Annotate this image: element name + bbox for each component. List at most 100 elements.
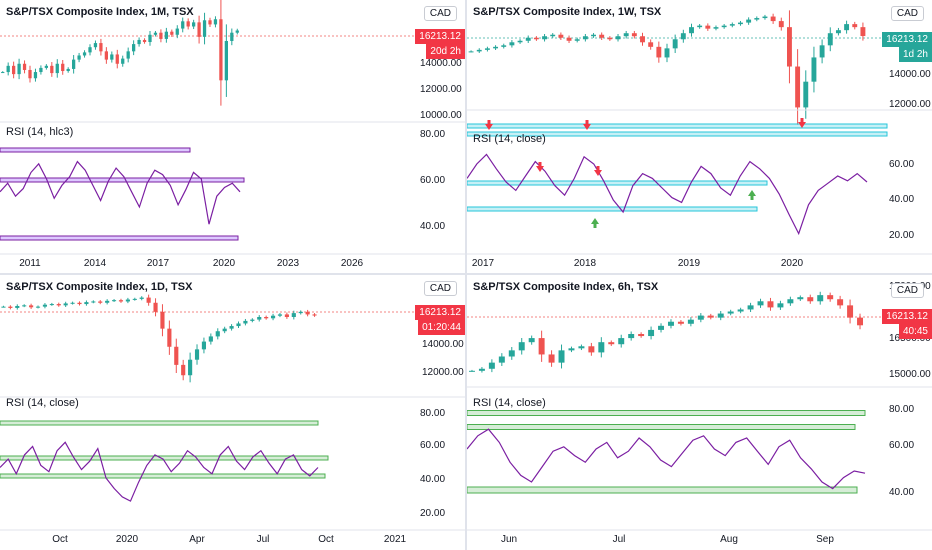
time-axis-tick: 2017	[472, 258, 495, 269]
candle-body	[153, 32, 158, 35]
rsi-axis-tick: 80.00	[889, 404, 914, 415]
candle-body	[167, 328, 172, 347]
candle-body	[727, 311, 734, 314]
currency-badge[interactable]: CAD	[423, 6, 457, 21]
candle-body	[132, 298, 137, 300]
candle-body	[852, 24, 858, 28]
candle-body	[558, 350, 565, 363]
candle-body	[468, 370, 475, 372]
candle-body	[819, 45, 825, 58]
candle-body	[77, 302, 82, 305]
chart-canvas-1m[interactable]: 14000.00 12000.00 10000.00 80.00 60.00 40.00 2…	[0, 0, 465, 273]
currency-badge[interactable]: CAD	[890, 283, 924, 298]
candle-body	[213, 19, 218, 25]
rsi-level-band	[467, 206, 758, 212]
candle-body	[202, 20, 207, 37]
price-axis-tick: 15000.00	[889, 369, 931, 380]
candle-body	[478, 368, 485, 371]
last-price-tag: 16213.12	[415, 29, 465, 44]
buy-arrow-icon	[591, 218, 599, 228]
countdown-tag: 20d 2h	[426, 44, 465, 59]
price-axis-tick: 14000.00	[889, 69, 931, 80]
candle-body	[42, 304, 48, 307]
time-axis-tick: 2011	[19, 258, 41, 269]
candle-body	[542, 36, 547, 40]
candle-body	[498, 356, 505, 363]
rsi-level-band	[467, 486, 858, 494]
candle-body	[574, 39, 580, 41]
candle-body	[598, 342, 605, 353]
chart-canvas-1d[interactable]: 14000.00 12000.00 80.00 60.00 40.00 20.00 Oct 2…	[0, 275, 465, 550]
candle-body	[568, 348, 575, 351]
currency-badge[interactable]: CAD	[423, 281, 457, 296]
candle-body	[28, 69, 32, 79]
rsi-line	[0, 160, 241, 225]
rsi-axis-tick: 40.00	[420, 221, 445, 232]
candle-body	[139, 297, 144, 299]
candle-body	[578, 346, 585, 349]
time-axis-tick: 2017	[147, 258, 170, 269]
candle-body	[118, 300, 124, 302]
candle-body	[186, 21, 190, 27]
currency-badge[interactable]: CAD	[890, 6, 924, 21]
candle-body	[55, 63, 59, 74]
chart-pane-1d[interactable]: 14000.00 12000.00 80.00 60.00 40.00 20.00 Oct 2…	[0, 275, 465, 550]
chart-pane-1m[interactable]: 14000.00 12000.00 10000.00 80.00 60.00 40.00 2…	[0, 0, 465, 273]
candle-body	[175, 28, 179, 35]
candle-body	[291, 313, 296, 317]
candle-body	[82, 52, 87, 56]
candle-body	[194, 349, 200, 360]
candle-body	[747, 305, 754, 310]
candle-body	[224, 40, 228, 81]
candle-body	[628, 334, 635, 339]
chart-pane-6h[interactable]: 17000.0016500.0015000.0080.0060.0040.00J…	[467, 275, 932, 550]
candle-body	[110, 54, 114, 60]
sell-arrow-icon	[485, 120, 493, 130]
rsi-axis-tick: 20.00	[889, 230, 914, 241]
candle-body	[230, 32, 234, 41]
candle-body	[677, 321, 684, 324]
candle-body	[105, 300, 110, 303]
candle-body	[49, 304, 54, 306]
candle-body	[1, 306, 6, 308]
candle-body	[236, 323, 241, 327]
candle-body	[648, 42, 654, 47]
candle-body	[132, 44, 136, 52]
candle-body	[558, 34, 564, 38]
rsi-line	[0, 441, 319, 502]
candle-body	[61, 63, 65, 72]
candle-body	[844, 24, 850, 31]
candle-body	[608, 342, 615, 345]
candle-body	[797, 297, 804, 300]
rsi-level-band	[467, 123, 888, 129]
time-axis-tick: Apr	[189, 534, 205, 545]
time-axis-tick: Jul	[613, 534, 626, 545]
candle-body	[39, 67, 43, 73]
rsi-axis-tick: 20.00	[420, 508, 445, 519]
candle-body	[160, 311, 165, 329]
candle-body	[528, 338, 535, 343]
sell-arrow-icon	[536, 162, 544, 172]
candle-body	[737, 309, 744, 312]
candle-body	[44, 65, 48, 68]
chart-pane-1w[interactable]: 16000.0014000.0012000.0060.0040.0020.002…	[467, 0, 932, 273]
candle-body	[501, 45, 507, 47]
candle-body	[12, 65, 16, 75]
rsi-axis-tick: 60.00	[889, 159, 914, 170]
candle-body	[476, 49, 482, 52]
candle-body	[70, 302, 75, 304]
candle-body	[640, 36, 645, 43]
candle-body	[795, 66, 801, 108]
candle-body	[164, 31, 168, 39]
candle-body	[277, 314, 283, 316]
candle-body	[33, 72, 38, 79]
candle-body	[767, 301, 774, 308]
candle-body	[243, 320, 248, 324]
rsi-title: RSI (14, close)	[473, 397, 546, 409]
candle-body	[229, 326, 234, 329]
candle-body	[22, 305, 27, 307]
candle-body	[142, 39, 147, 43]
price-axis-tick: 12000.00	[422, 367, 464, 378]
time-axis-tick: 2026	[341, 258, 364, 269]
chart-canvas-6h[interactable]: 17000.0016500.0015000.0080.0060.0040.00J…	[467, 275, 932, 550]
